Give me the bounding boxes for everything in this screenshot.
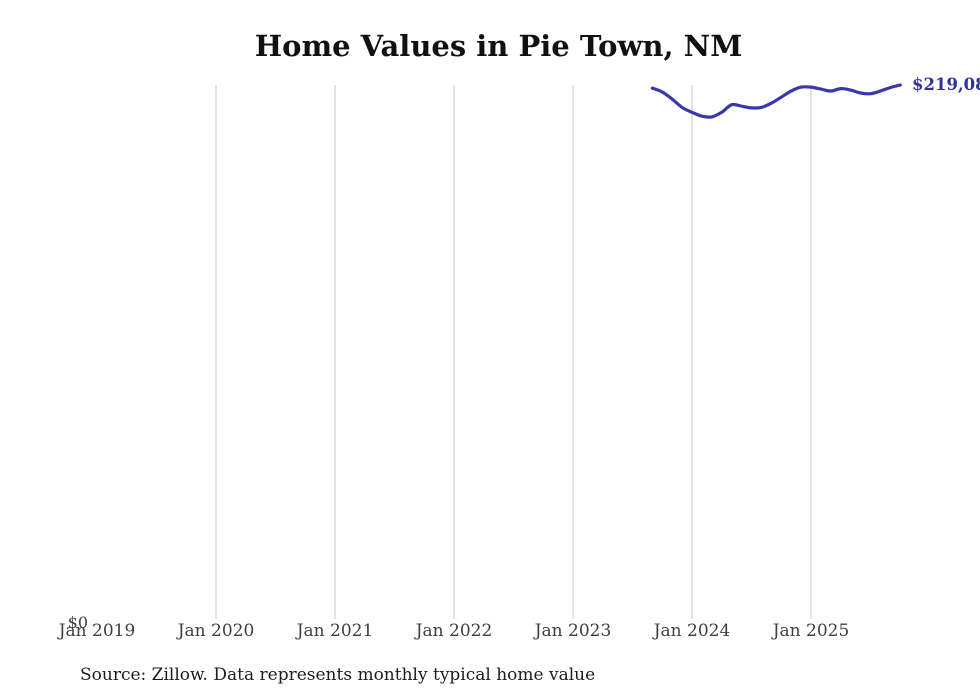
y-axis-zero-label: $0 (67, 613, 88, 632)
chart-title: Home Values in Pie Town, NM (254, 29, 743, 63)
x-tick-label: Jan 2022 (415, 621, 493, 641)
source-note: Source: Zillow. Data represents monthly … (80, 665, 596, 685)
x-tick-label: Jan 2023 (534, 621, 612, 641)
x-tick-label: Jan 2021 (296, 621, 374, 641)
x-tick-label: Jan 2020 (177, 621, 255, 641)
gridlines-group (215, 85, 812, 619)
x-tick-label: Jan 2025 (772, 621, 850, 641)
latest-value-label: $219,082 (912, 75, 980, 94)
home-value-line (650, 83, 902, 119)
x-tick-label: Jan 2019 (58, 621, 136, 641)
x-tick-label: Jan 2024 (653, 621, 731, 641)
